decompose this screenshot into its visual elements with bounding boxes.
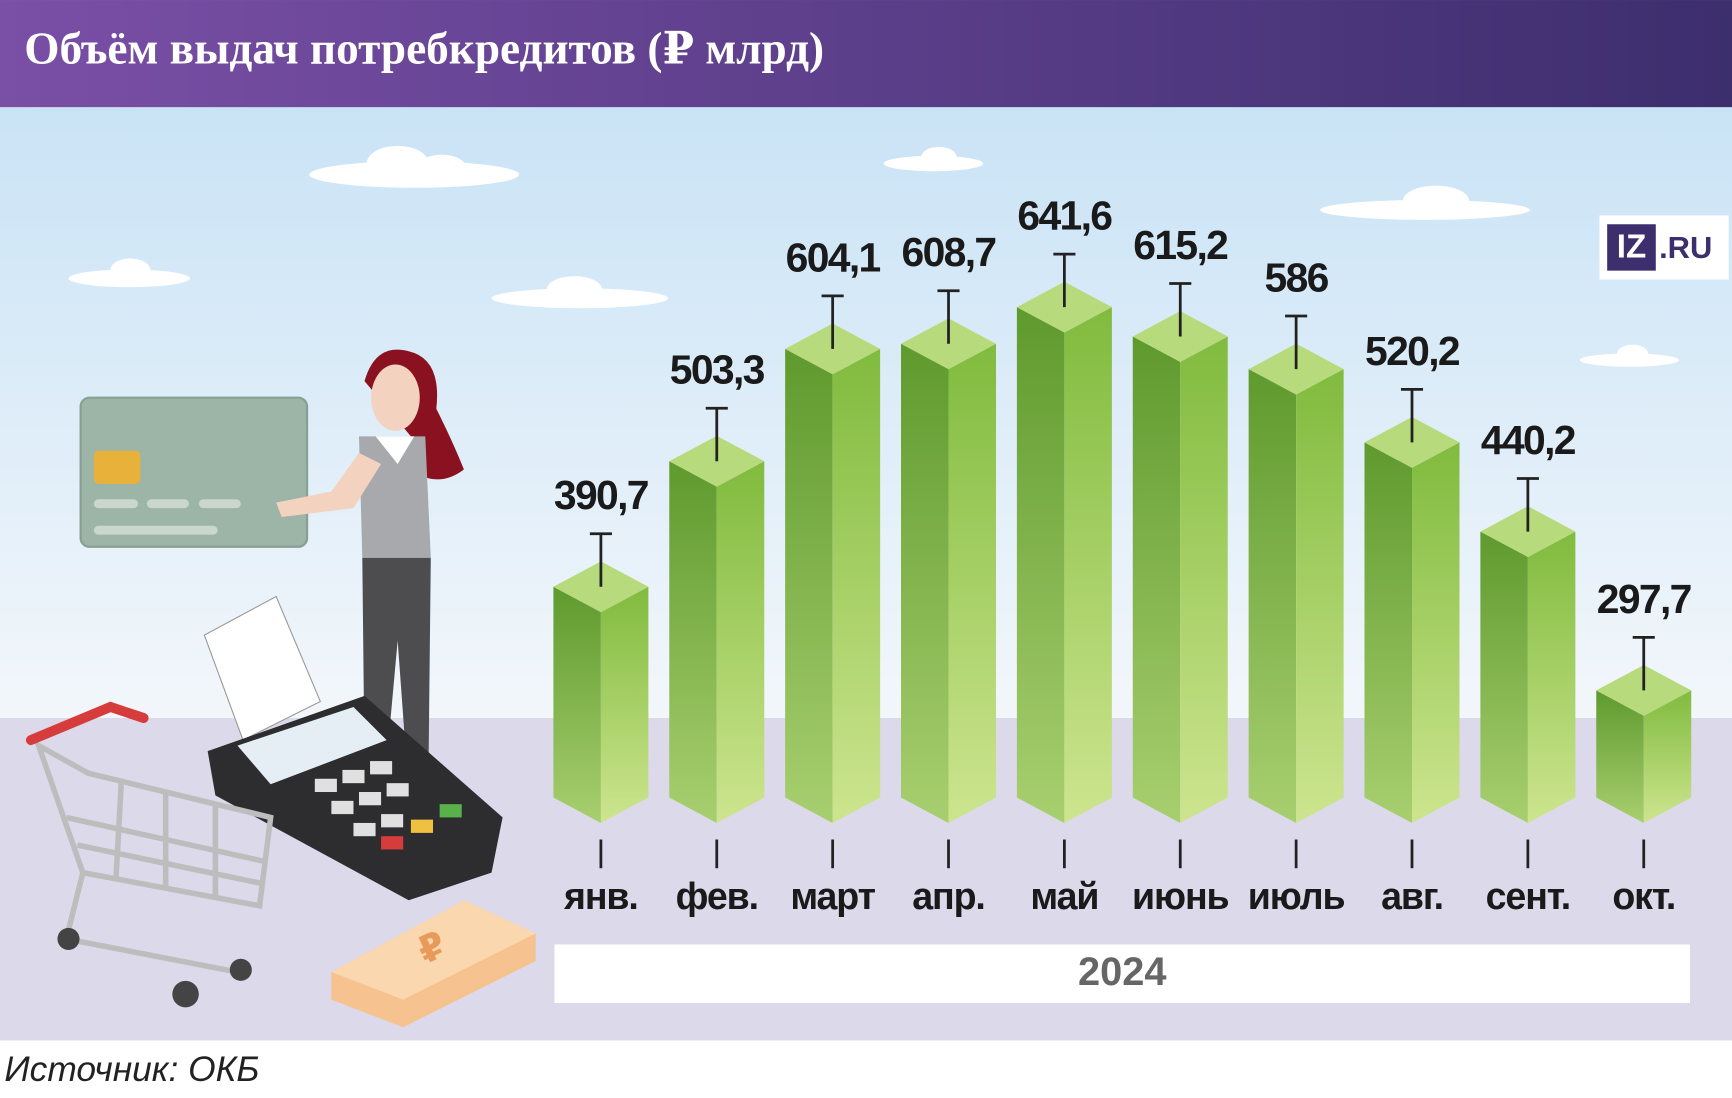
value-label: 503,3 (670, 347, 765, 393)
value-label: 608,7 (902, 229, 996, 275)
clouds (68, 145, 1679, 367)
bar-right-face (1064, 307, 1112, 823)
bar-left-face (1480, 531, 1528, 823)
logo-mark-box (1607, 224, 1656, 271)
bar-left-face (785, 348, 833, 823)
bar-right-face (832, 348, 881, 823)
bar-right-face (948, 343, 997, 823)
logo-domain: .RU (1659, 230, 1712, 265)
chart-title: Объём выдач потребкредитов (₽ млрд) (24, 23, 824, 73)
value-pointer (1516, 477, 1539, 532)
value-label: 440,2 (1481, 417, 1576, 463)
bar-left-face (1016, 307, 1065, 823)
year-label: 2024 (1078, 950, 1166, 994)
value-pointer (1400, 387, 1424, 443)
bar-left-face (901, 343, 949, 823)
bar-right-face (1527, 531, 1576, 823)
year-box (554, 944, 1691, 1003)
bar-right-face (1411, 442, 1460, 823)
bar-left-face (1364, 442, 1412, 823)
value-label: 641,6 (1017, 193, 1112, 239)
x-tick-label: фев. (676, 875, 758, 917)
value-pointer (589, 532, 612, 587)
bar-left-face (1248, 369, 1297, 823)
bar-right-face (1296, 369, 1344, 823)
value-pointer (1285, 314, 1308, 370)
value-pointer (821, 294, 844, 349)
bar-right-face (716, 461, 765, 823)
x-tick-label: апр. (912, 875, 985, 917)
x-tick-label: авг. (1381, 875, 1443, 917)
x-tick-label: окт. (1612, 875, 1675, 917)
value-label: 390,7 (554, 472, 648, 518)
bar-right-face (1643, 690, 1692, 823)
value-label: 615,2 (1133, 222, 1228, 268)
source: Источник: ОКБ (4, 1050, 259, 1089)
x-tick-label: март (790, 875, 875, 917)
footer (0, 1040, 1732, 1098)
bar-right-face (600, 586, 649, 823)
value-pointer (1632, 635, 1655, 691)
x-tick-label: май (1030, 875, 1098, 917)
x-tick-label: июль (1248, 875, 1345, 917)
value-label: 586 (1265, 254, 1329, 300)
value-pointer (1053, 252, 1076, 308)
header (0, 0, 1732, 108)
bar-left-face (1132, 336, 1181, 823)
x-tick-label: янв. (563, 875, 638, 917)
bar-right-face (1180, 336, 1228, 823)
value-pointer (937, 289, 960, 344)
value-pointer (705, 406, 728, 462)
value-pointer (1169, 282, 1192, 337)
value-label: 297,7 (1597, 576, 1691, 622)
bar-left-face (1596, 690, 1644, 823)
illustration: ₽ (25, 349, 536, 1028)
x-tick-label: сент. (1486, 875, 1570, 917)
value-label: 520,2 (1365, 328, 1460, 374)
bar-left-face (553, 586, 601, 823)
x-tick-label: июнь (1132, 875, 1229, 917)
bar-left-face (669, 461, 717, 823)
value-label: 604,1 (786, 234, 881, 280)
logo-mark: IZ (1617, 228, 1646, 265)
